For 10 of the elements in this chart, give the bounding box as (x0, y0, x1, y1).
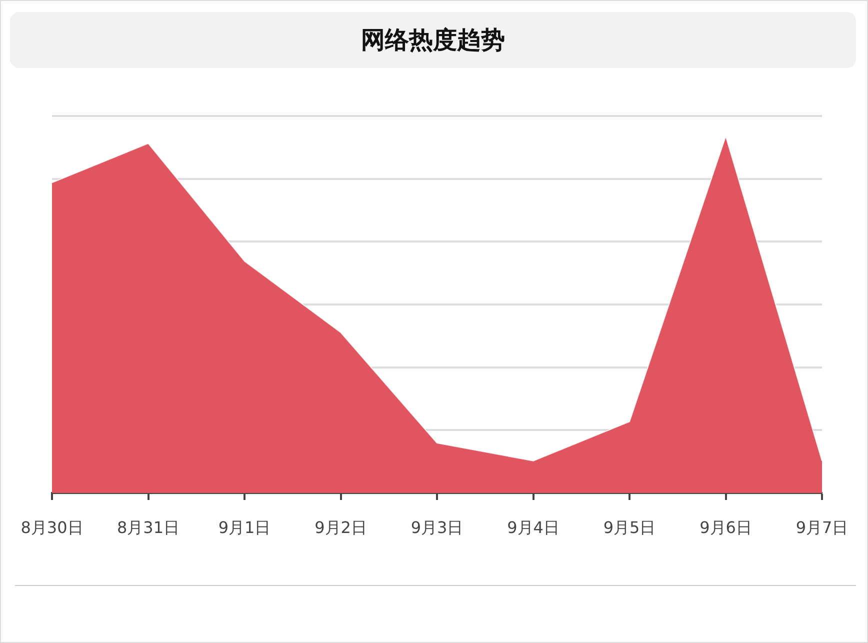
x-tick-label: 9月5日 (603, 518, 656, 537)
x-tick-label: 9月1日 (218, 518, 271, 537)
x-tick-label: 8月30日 (20, 518, 84, 537)
x-tick-label: 9月3日 (410, 518, 464, 537)
x-tick-label: 9月4日 (507, 518, 560, 537)
chart-title: 网络热度趋势 (10, 12, 856, 68)
x-tick-label: 9月6日 (700, 518, 752, 537)
x-tick-label: 9月2日 (314, 518, 367, 537)
x-tick-label: 8月31日 (116, 518, 180, 537)
x-tick-label: 9月7日 (796, 518, 848, 537)
